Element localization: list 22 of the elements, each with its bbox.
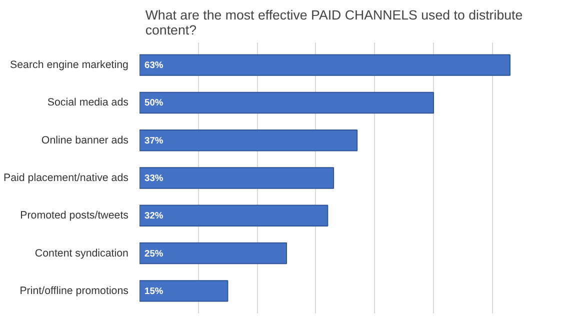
chart-title: What are the most effective PAID CHANNELS used to distribute content? xyxy=(145,8,523,38)
y-tick-label: Search engine marketing xyxy=(10,59,129,72)
data-label: 33% xyxy=(144,173,164,183)
bar xyxy=(140,167,334,189)
data-label: 37% xyxy=(144,135,164,146)
y-tick-label: Content syndication xyxy=(34,247,129,260)
bar xyxy=(140,130,358,152)
data-label: 25% xyxy=(144,248,164,258)
y-tick-label: Social media ads xyxy=(47,96,129,109)
data-label: 63% xyxy=(144,60,164,70)
bar xyxy=(140,92,434,114)
bar xyxy=(140,280,228,302)
y-tick-label: Promoted posts/tweets xyxy=(20,210,128,222)
data-label: 15% xyxy=(144,286,164,296)
y-tick-label: Print/offline promotions xyxy=(20,284,129,297)
bar xyxy=(140,204,328,226)
y-tick-label: Online banner ads xyxy=(41,134,129,146)
data-label: 50% xyxy=(144,98,164,108)
bar xyxy=(140,242,288,264)
bar xyxy=(140,54,510,76)
data-label: 32% xyxy=(144,210,164,221)
y-tick-label: Paid placement/native ads xyxy=(4,172,129,184)
